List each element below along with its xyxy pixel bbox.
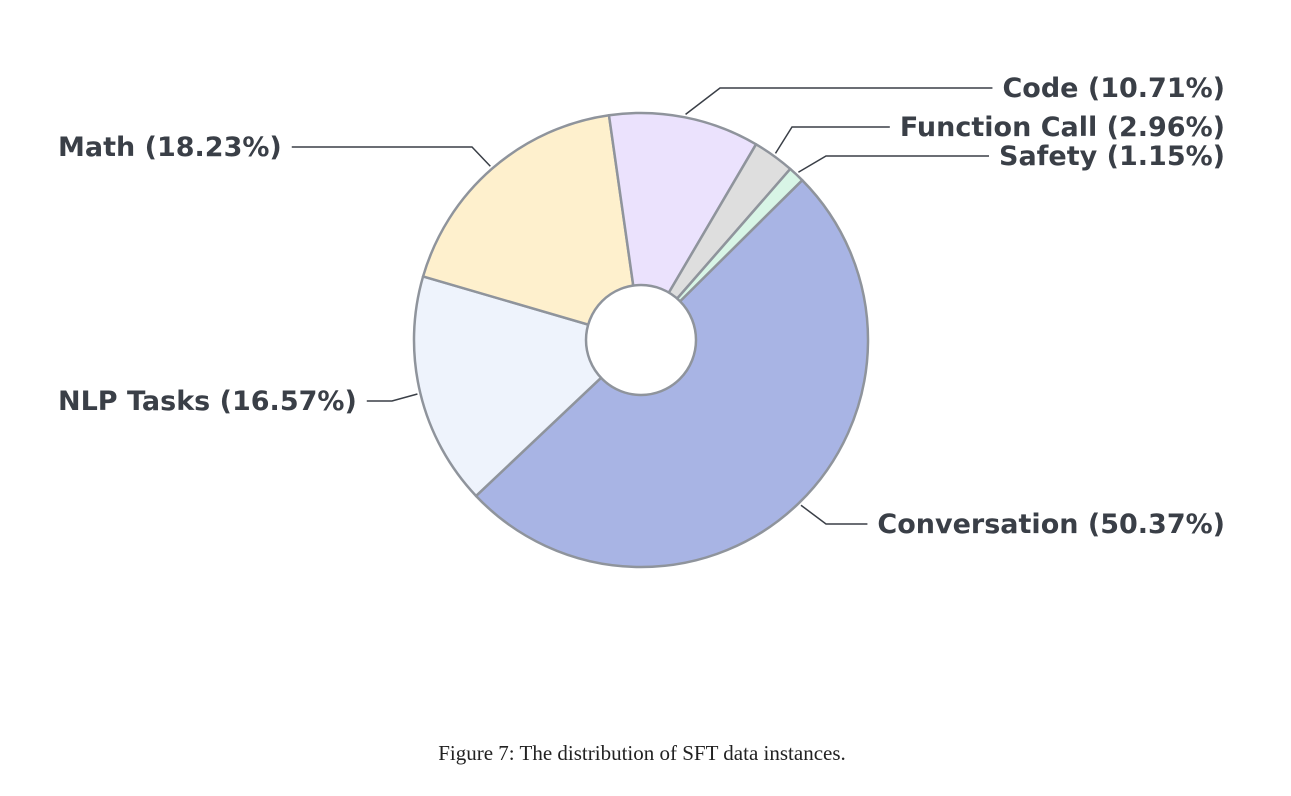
slice-label-conversation: Conversation (50.37%) (877, 509, 1225, 540)
slice-label-safety: Safety (1.15%) (999, 141, 1225, 172)
leader-line-code (685, 87, 993, 115)
pie-chart: Conversation (50.37%) NLP Tasks (16.57%) M… (58, 73, 1225, 569)
leader-line-conversation (800, 504, 868, 525)
leader-line-nlp-tasks (366, 393, 418, 402)
figure-caption: Figure 7: The distribution of SFT data i… (438, 741, 846, 765)
pie-slice-code (607, 111, 758, 342)
donut-hole (584, 283, 698, 397)
slice-label-math: Math (18.23%) (58, 132, 282, 163)
slice-label-code: Code (10.71%) (1002, 73, 1225, 104)
slice-labels: Conversation (50.37%) NLP Tasks (16.57%) M… (58, 73, 1225, 540)
slice-label-function-call: Function Call (2.96%) (900, 112, 1225, 143)
leader-line-math (291, 146, 491, 167)
pie-slice-nlp-tasks (412, 275, 643, 498)
slice-label-nlp-tasks: NLP Tasks (16.57%) (58, 386, 357, 417)
pie-slice-safety (639, 167, 804, 342)
leader-lines (291, 87, 993, 525)
leader-line-function-call (774, 126, 890, 154)
leader-line-safety (798, 155, 990, 173)
pie-slice-math (421, 114, 643, 342)
